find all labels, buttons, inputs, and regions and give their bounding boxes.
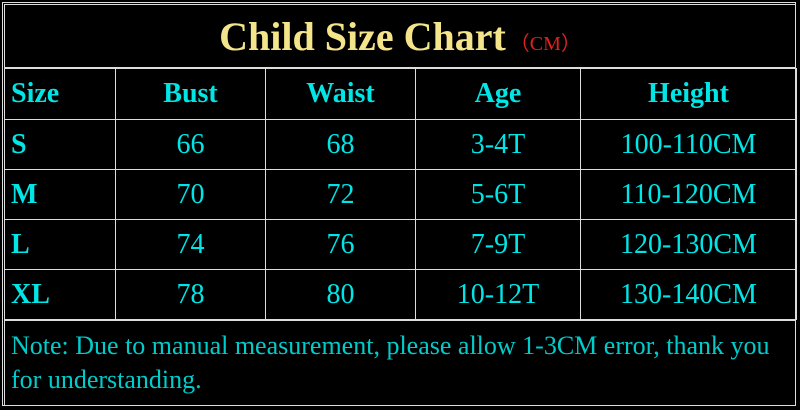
table-cell: 130-140CM [580, 269, 797, 320]
table-cell: 110-120CM [580, 169, 797, 220]
column-header: Size [4, 68, 116, 120]
column-header: Age [415, 68, 581, 120]
size-cell: XL [4, 269, 116, 320]
size-cell: L [4, 219, 116, 270]
unit: （CM） [509, 33, 581, 55]
size-cell: M [4, 169, 116, 220]
header-row: Size Bust Waist Age Height [4, 68, 797, 120]
table-row: L 74 76 7-9T 120-130CM [4, 219, 797, 270]
table-cell: 10-12T [415, 269, 581, 320]
table-cell: 80 [265, 269, 416, 320]
table-cell: 72 [265, 169, 416, 220]
table-cell: 120-130CM [580, 219, 797, 270]
table-row: M 70 72 5-6T 110-120CM [4, 169, 797, 220]
table-cell: 76 [265, 219, 416, 270]
table-cell: 5-6T [415, 169, 581, 220]
size-cell: S [4, 119, 116, 170]
table-row: XL 78 80 10-12T 130-140CM [4, 269, 797, 320]
table-row: S 66 68 3-4T 100-110CM [4, 119, 797, 170]
table-cell: 66 [115, 119, 266, 170]
table-cell: 3-4T [415, 119, 581, 170]
column-header: Bust [115, 68, 266, 120]
table-cell: 68 [265, 119, 416, 170]
column-header: Waist [265, 68, 416, 120]
table-cell: 74 [115, 219, 266, 270]
note: Note: Due to manual measurement, please … [4, 320, 796, 406]
title-row: Child Size Chart （CM） [4, 4, 796, 68]
table-cell: 100-110CM [580, 119, 797, 170]
table-cell: 70 [115, 169, 266, 220]
table-cell: 7-9T [415, 219, 581, 270]
column-header: Height [580, 68, 797, 120]
size-table: Size Bust Waist Age Height S 66 68 3-4T 100-110CM… [4, 68, 797, 320]
table-cell: 78 [115, 269, 266, 320]
title: Child Size Chart [219, 14, 506, 59]
